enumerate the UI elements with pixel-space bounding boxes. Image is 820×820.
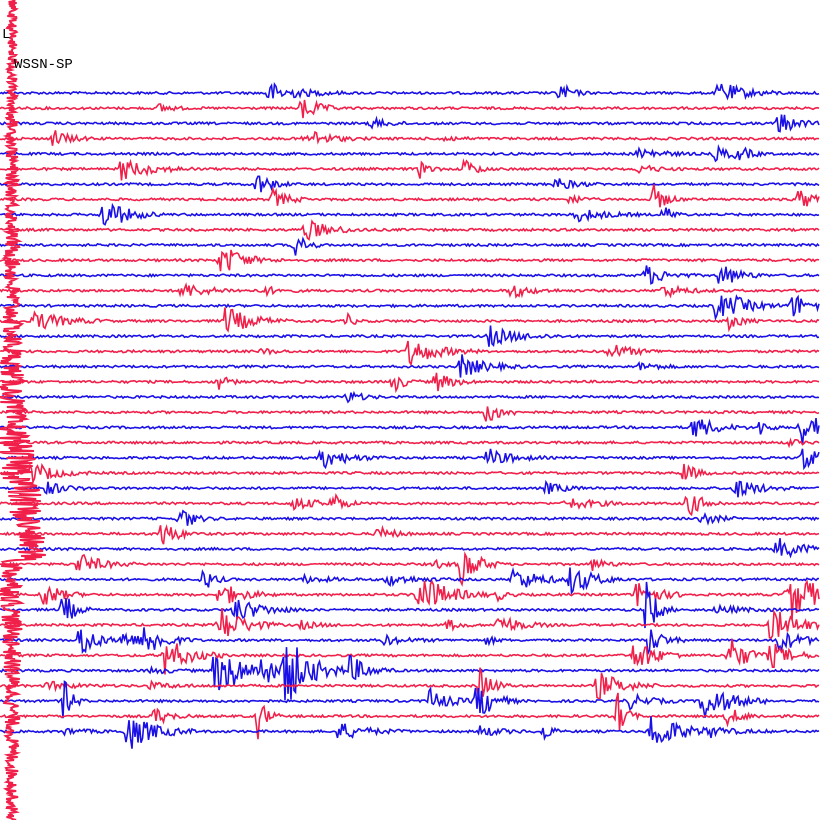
- trace: [0, 448, 820, 471]
- trace: [0, 406, 820, 422]
- trace: [0, 158, 820, 181]
- trace: [0, 647, 820, 701]
- trace: [0, 265, 820, 285]
- trace: [0, 551, 820, 587]
- trace: [0, 184, 820, 208]
- trace: [0, 524, 820, 545]
- trace: [0, 81, 820, 101]
- trace: [0, 579, 820, 620]
- trace: [0, 566, 820, 596]
- trace: [0, 282, 820, 299]
- trace: [0, 325, 820, 347]
- station-label: L: [2, 27, 10, 43]
- trace: [0, 581, 820, 629]
- trace: [0, 143, 820, 163]
- trace: [0, 608, 820, 640]
- trace: [0, 202, 820, 226]
- trace: [0, 509, 820, 526]
- trace: [0, 340, 820, 367]
- trace: [0, 716, 820, 749]
- large-event: [0, 0, 46, 820]
- trace: [0, 307, 820, 333]
- trace: [0, 692, 820, 740]
- trace: [0, 372, 820, 394]
- network-label: WSSN-SP: [14, 57, 73, 73]
- trace: [0, 479, 820, 498]
- trace: [0, 627, 820, 657]
- trace: [0, 390, 820, 404]
- trace: [0, 114, 820, 133]
- trace: [0, 667, 820, 700]
- trace: [0, 437, 820, 449]
- trace: [0, 418, 820, 445]
- trace: [0, 236, 820, 256]
- trace: [0, 175, 820, 193]
- trace: [0, 462, 820, 485]
- trace: [0, 638, 820, 675]
- trace: [0, 354, 820, 378]
- trace: [0, 130, 820, 146]
- trace: [0, 99, 820, 119]
- trace: [0, 294, 820, 322]
- trace: [0, 538, 820, 559]
- trace: [0, 249, 820, 272]
- trace: [0, 492, 820, 517]
- trace: [0, 680, 820, 719]
- trace: [0, 219, 820, 241]
